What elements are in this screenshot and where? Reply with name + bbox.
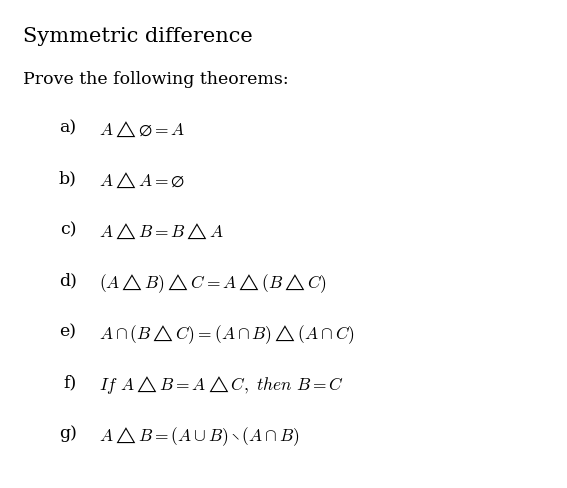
Text: e): e) <box>60 323 77 340</box>
Text: $A \cap (B \triangle C) = (A \cap B) \triangle (A \cap C)$: $A \cap (B \triangle C) = (A \cap B) \tr… <box>99 323 355 345</box>
Text: $(A \triangle B) \triangle C = A \triangle (B \triangle C)$: $(A \triangle B) \triangle C = A \triang… <box>99 272 327 294</box>
Text: Prove the following theorems:: Prove the following theorems: <box>23 71 288 88</box>
Text: d): d) <box>58 272 77 289</box>
Text: $A \triangle B = (A \cup B)\setminus(A \cap B)$: $A \triangle B = (A \cup B)\setminus(A \… <box>99 424 299 447</box>
Text: $A \triangle B = B \triangle A$: $A \triangle B = B \triangle A$ <box>99 221 225 240</box>
Text: g): g) <box>58 424 77 441</box>
Text: c): c) <box>60 221 77 238</box>
Text: f): f) <box>64 373 77 390</box>
Text: b): b) <box>58 170 77 187</box>
Text: Symmetric difference: Symmetric difference <box>23 27 252 46</box>
Text: $A \triangle A = \varnothing$: $A \triangle A = \varnothing$ <box>99 170 185 189</box>
Text: a): a) <box>60 120 77 137</box>
Text: $\mathit{If}\ A \triangle B = A \triangle C,\ \mathit{then}\ B = C$: $\mathit{If}\ A \triangle B = A \triangl… <box>99 373 344 395</box>
Text: $A \triangle \varnothing = A$: $A \triangle \varnothing = A$ <box>99 120 185 139</box>
